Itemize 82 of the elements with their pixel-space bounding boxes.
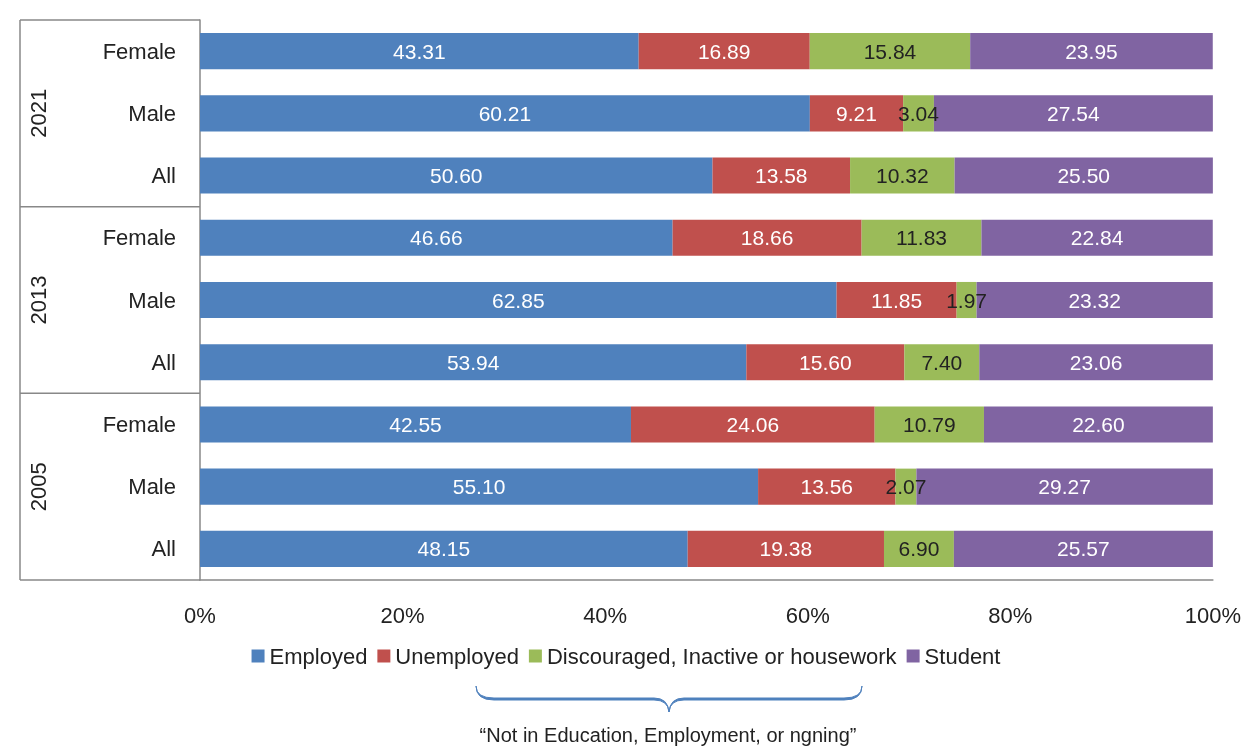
bar bbox=[200, 406, 631, 443]
bar bbox=[953, 530, 1213, 567]
text: 2005 bbox=[25, 462, 51, 512]
data-label: 60.21 bbox=[478, 101, 532, 125]
text: “Not in Education, Employment, or ngning” bbox=[479, 724, 857, 746]
data-label: 62.85 bbox=[492, 288, 545, 312]
data-label: 10.79 bbox=[903, 412, 956, 436]
bar bbox=[712, 157, 851, 194]
data-label: 15.84 bbox=[863, 39, 917, 63]
y-tick-label: Male bbox=[128, 474, 176, 500]
data-label: 42.55 bbox=[389, 412, 442, 436]
data-label: 15.60 bbox=[799, 350, 852, 374]
bar bbox=[746, 344, 905, 381]
data-label: 11.85 bbox=[871, 288, 923, 312]
data-label: 48.15 bbox=[417, 537, 471, 561]
y-tick-label: Female bbox=[102, 38, 176, 64]
data-label: 6.90 bbox=[898, 537, 940, 561]
bar bbox=[200, 468, 759, 505]
data-label: 9.21 bbox=[836, 101, 877, 125]
bar bbox=[200, 157, 713, 194]
x-tick-label: 100% bbox=[1184, 602, 1242, 628]
y-tick-label: All bbox=[151, 163, 176, 189]
data-label: 46.66 bbox=[410, 226, 463, 250]
x-tick-label: 0% bbox=[184, 602, 216, 628]
bar bbox=[672, 219, 862, 256]
data-label: 55.10 bbox=[452, 475, 506, 499]
data-label: 7.40 bbox=[921, 350, 963, 374]
data-label: 10.32 bbox=[876, 164, 929, 188]
data-label: 22.60 bbox=[1072, 412, 1125, 436]
data-label: 25.50 bbox=[1057, 164, 1111, 188]
bar bbox=[200, 95, 810, 132]
data-label: 23.95 bbox=[1065, 39, 1118, 63]
bar bbox=[687, 530, 884, 567]
bar bbox=[954, 157, 1213, 194]
bar bbox=[200, 281, 837, 319]
legend-label: Unemployed bbox=[395, 643, 519, 669]
bar bbox=[981, 219, 1213, 256]
data-label: 19.38 bbox=[759, 537, 813, 561]
data-label: 16.89 bbox=[697, 39, 751, 63]
x-tick-label: 40% bbox=[583, 602, 628, 628]
data-label: 13.56 bbox=[800, 475, 854, 499]
bar bbox=[874, 406, 984, 443]
y-tick-label: Male bbox=[128, 100, 176, 126]
bar bbox=[200, 530, 688, 567]
bar bbox=[200, 33, 639, 70]
data-label: 23.06 bbox=[1069, 350, 1123, 374]
bar bbox=[979, 344, 1213, 381]
data-label: 25.57 bbox=[1057, 537, 1110, 561]
data-label: 50.60 bbox=[429, 164, 483, 188]
data-label: 53.94 bbox=[446, 350, 500, 374]
text: 2013 bbox=[25, 275, 51, 325]
legend-label: Student bbox=[924, 643, 1001, 669]
bar bbox=[904, 344, 980, 381]
x-tick-label: 60% bbox=[785, 602, 830, 628]
bar bbox=[861, 219, 982, 256]
y-tick-label: All bbox=[151, 536, 176, 562]
x-tick-label: 80% bbox=[988, 602, 1033, 628]
data-label: 27.54 bbox=[1047, 101, 1100, 125]
text: 2021 bbox=[25, 88, 51, 138]
data-label: 18.66 bbox=[740, 226, 794, 250]
bar bbox=[200, 344, 747, 381]
x-tick-label: 20% bbox=[380, 602, 425, 628]
bar bbox=[638, 33, 810, 70]
data-label: 23.32 bbox=[1068, 288, 1121, 312]
data-label: 43.31 bbox=[393, 39, 446, 63]
y-tick-label: All bbox=[151, 349, 176, 375]
bar bbox=[983, 406, 1213, 443]
data-label: 22.84 bbox=[1070, 226, 1124, 250]
data-label: 29.27 bbox=[1038, 475, 1091, 499]
data-label: 24.06 bbox=[726, 412, 780, 436]
y-tick-label: Female bbox=[102, 411, 176, 437]
data-label: 11.83 bbox=[896, 226, 948, 250]
y-tick-label: Male bbox=[128, 287, 176, 313]
bar bbox=[630, 406, 875, 443]
bar bbox=[809, 33, 971, 70]
legend-label: Discouraged, Inactive or housework bbox=[546, 643, 898, 669]
y-tick-label: Female bbox=[102, 225, 176, 251]
bar bbox=[850, 157, 955, 194]
bar bbox=[200, 219, 673, 256]
bar bbox=[970, 33, 1213, 70]
legend-label: Employed bbox=[269, 643, 368, 669]
data-label: 13.58 bbox=[755, 164, 808, 188]
